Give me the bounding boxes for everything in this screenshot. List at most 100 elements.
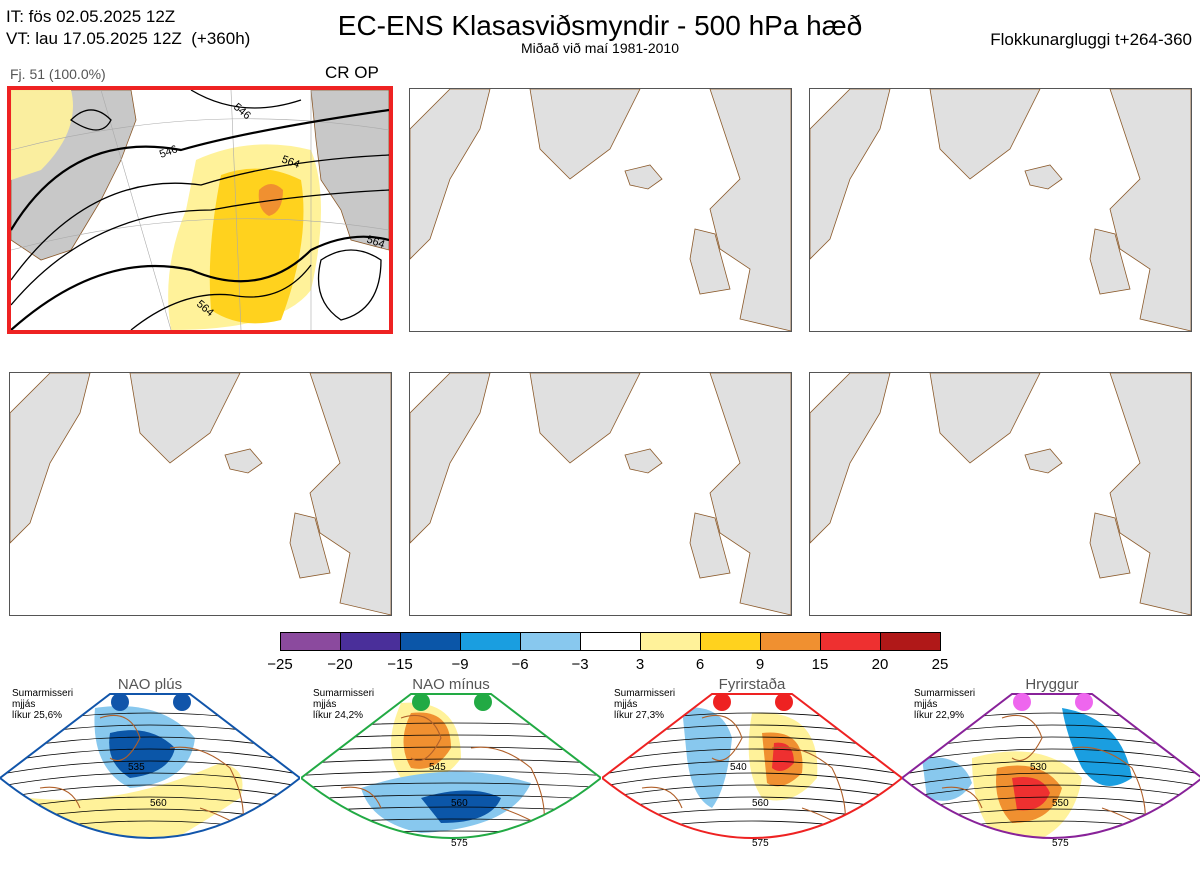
- coastline: [641, 714, 863, 838]
- regime-note: Sumarmisseri mjjás líkur 25,6%: [12, 688, 74, 721]
- regime-note: Sumarmisseri mjjás líkur 22,9%: [914, 688, 976, 721]
- height-contour: [602, 760, 902, 777]
- cluster-3-map[interactable]: [809, 88, 1192, 332]
- anomaly-shading: [30, 763, 243, 838]
- cluster-6-map[interactable]: [809, 372, 1192, 616]
- regime-title: Hryggur: [1025, 676, 1079, 693]
- positive-anomaly-medium: [209, 168, 304, 324]
- regime-map-0: 535 560: [0, 693, 300, 839]
- height-contour: [0, 784, 300, 801]
- page-title: EC-ENS Klasasviðsmyndir - 500 hPa hæð: [337, 10, 863, 41]
- scandinavia-land: [709, 373, 791, 615]
- scandinavia-land: [709, 89, 791, 331]
- iceland-land: [224, 448, 263, 474]
- scandinavia-land: [310, 90, 389, 251]
- greenland-land: [810, 89, 1041, 260]
- coastline: [39, 714, 261, 838]
- height-contour: [902, 748, 1200, 765]
- contour-label-4: 564: [365, 234, 386, 252]
- colorbar-segment: [640, 632, 701, 651]
- colorbar-tick: −15: [387, 656, 413, 673]
- colorbar-tick: −6: [511, 656, 529, 673]
- valid-time: VT: lau 17.05.2025 12Z (+360h): [6, 29, 251, 48]
- height-contour: [301, 830, 601, 837]
- regime-contour-label: 560: [150, 798, 167, 809]
- colorbar-segment: [580, 632, 641, 651]
- regime-dot: [173, 693, 191, 711]
- colorbar-tick: 25: [931, 656, 949, 673]
- regime-contour-label: 560: [752, 798, 769, 809]
- anomaly-shading: [109, 730, 175, 778]
- height-contour: [301, 782, 601, 789]
- regime-frame: [902, 693, 1200, 839]
- height-contour: [902, 724, 1200, 741]
- regime-contour-label: 575: [451, 838, 468, 849]
- anomaly-shading: [403, 712, 451, 769]
- colorbar-tick: −20: [327, 656, 353, 673]
- scandinavia-land: [309, 373, 391, 615]
- height-contour: [0, 748, 300, 765]
- regime-contour-label: 540: [730, 762, 747, 773]
- cluster-2-map[interactable]: [409, 88, 792, 332]
- regime-dot: [412, 693, 430, 711]
- classification-window: Flokkunargluggi t+264-360: [990, 30, 1192, 49]
- regime-note: Sumarmisseri mjjás líkur 24,2%: [313, 688, 375, 721]
- cluster-4-map[interactable]: [9, 372, 392, 616]
- cluster-1-svg: 546 546 564 564 564: [11, 90, 389, 330]
- regime-title: Fyrirstaða: [718, 676, 786, 693]
- regime-contour-label: 560: [451, 798, 468, 809]
- regime-dot: [474, 693, 492, 711]
- cluster-1-label: Fj. 51 (100.0%): [10, 66, 106, 82]
- regime-map-3: 530 550 575: [902, 693, 1200, 849]
- colorbar-segment: [760, 632, 821, 651]
- height-contour: [0, 760, 300, 777]
- colorbar-segment: [700, 632, 761, 651]
- height-contour: [602, 808, 902, 825]
- cluster-5-map[interactable]: [409, 372, 792, 616]
- britain-land: [689, 228, 731, 295]
- colorbar-segment: [820, 632, 881, 651]
- greenland-land: [410, 89, 641, 260]
- regime-contour-label: 550: [1052, 798, 1069, 809]
- iceland-land: [1024, 448, 1063, 474]
- anomaly-shading: [1062, 708, 1132, 786]
- colorbar-segment: [880, 632, 941, 651]
- coastline: [340, 714, 562, 838]
- regime-dot: [1013, 693, 1031, 711]
- height-contour: [301, 770, 601, 777]
- scandinavia-land: [1109, 373, 1191, 615]
- iceland-land: [624, 448, 663, 474]
- contour-label-3: 564: [280, 154, 301, 172]
- height-contour: [602, 820, 902, 837]
- height-contour: [602, 772, 902, 789]
- coastline: [941, 714, 1163, 838]
- colorbar-tick: −9: [451, 656, 469, 673]
- colorbar-tick: 9: [755, 656, 765, 673]
- colorbar-tick: −25: [267, 656, 293, 673]
- iceland-land: [624, 164, 663, 190]
- scandinavia-land: [1109, 89, 1191, 331]
- cluster-1-tag: CR OP: [325, 63, 379, 82]
- greenland-land: [410, 373, 641, 544]
- graticule: [11, 90, 389, 330]
- greenland-land: [10, 373, 241, 544]
- regime-title: NAO mínus: [412, 676, 490, 693]
- cluster-1-map[interactable]: 546 546 564 564 564: [7, 86, 393, 334]
- regime-map-1: 545 560 575: [301, 693, 601, 849]
- height-contour: [902, 772, 1200, 789]
- britain-land: [1089, 228, 1131, 295]
- greenland-land: [810, 373, 1041, 544]
- colorbar-segment: [340, 632, 401, 651]
- height-contours: [11, 90, 389, 330]
- height-contour: [902, 784, 1200, 801]
- regime-frame: [301, 693, 601, 839]
- height-contour: [301, 794, 601, 801]
- page-subtitle: Miðað við maí 1981-2010: [521, 40, 679, 56]
- regime-dot: [111, 693, 129, 711]
- britain-land: [289, 512, 331, 579]
- colorbar-segment: [400, 632, 461, 651]
- height-contour: [602, 748, 902, 765]
- colorbar-segment: [520, 632, 581, 651]
- regime-contour-label: 575: [752, 838, 769, 849]
- regime-contour-label: 530: [1030, 762, 1047, 773]
